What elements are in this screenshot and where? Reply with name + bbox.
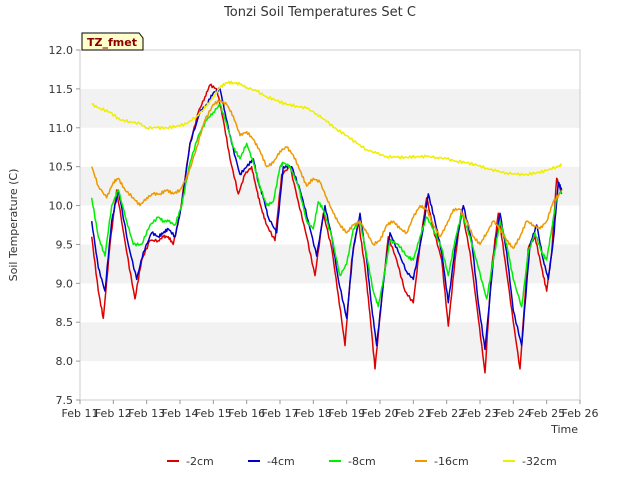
legend-item: -8cm [329,455,376,468]
legend-item: -2cm [167,455,214,468]
x-tick-label: Feb 11 [62,407,99,420]
x-tick-label: Feb 26 [562,407,599,420]
y-tick-label: 10.5 [49,161,74,174]
badge-label: TZ_fmet [87,36,137,49]
y-axis-ticks: 7.5 8.0 8.5 9.0 9.5 10.0 10.5 11.0 11.5 12.0 [49,44,80,407]
x-tick-label: Feb 24 [495,407,532,420]
x-tick-label: Feb 18 [295,407,332,420]
grid-band [80,166,580,206]
y-axis-label: Soil Temperature (C) [7,169,20,282]
legend-item: -16cm [415,455,469,468]
grid-band [80,50,580,89]
series-line--8cm [90,103,563,308]
y-tick-label: 11.5 [49,83,74,96]
chart-title: Tonzi Soil Temperatures Set C [223,5,416,20]
legend-label: -4cm [267,455,295,468]
y-tick-label: 11.0 [49,122,74,135]
badge-box [81,32,144,51]
x-tick-label: Feb 12 [95,407,132,420]
x-tick-label: Feb 19 [328,407,365,420]
x-tick-label: Feb 20 [362,407,399,420]
y-tick-label: 9.5 [56,238,74,251]
legend-item: -32cm [503,455,557,468]
x-tick-label: Feb 22 [428,407,465,420]
y-tick-label: 10.0 [49,200,74,213]
grid-band [80,361,580,400]
series-lines [90,80,563,374]
grid-band [80,322,580,362]
y-tick-label: 8.5 [56,316,74,329]
y-tick-label: 7.5 [56,394,74,407]
y-tick-label: 9.0 [56,277,74,290]
y-tick-label: 12.0 [49,44,74,57]
x-tick-label: Feb 15 [195,407,232,420]
x-tick-label: Feb 13 [128,407,165,420]
grid-band [80,88,580,128]
legend-item: -4cm [248,455,295,468]
series-line--16cm [91,99,561,250]
legend-label: -8cm [348,455,376,468]
legend-label: -16cm [434,455,469,468]
legend-label: -2cm [186,455,214,468]
grid-band [80,127,580,167]
legend-label: -32cm [522,455,557,468]
x-tick-label: Feb 23 [462,407,499,420]
x-tick-label: Feb 14 [162,407,199,420]
x-axis-label: Time [550,423,578,436]
x-tick-label: Feb 25 [528,407,565,420]
grid-band [80,244,580,284]
badge: TZ_fmet [81,32,144,51]
legend: -2cm -4cm -8cm -16cm -32cm [167,455,557,468]
series-line--32cm [91,80,563,177]
x-tick-label: Feb 16 [228,407,265,420]
plot-frame [79,49,581,401]
y-tick-label: 8.0 [56,355,74,368]
grid-bands [80,50,580,400]
x-tick-label: Feb 21 [395,407,432,420]
x-tick-label: Feb 17 [262,407,299,420]
grid-band [80,283,580,323]
